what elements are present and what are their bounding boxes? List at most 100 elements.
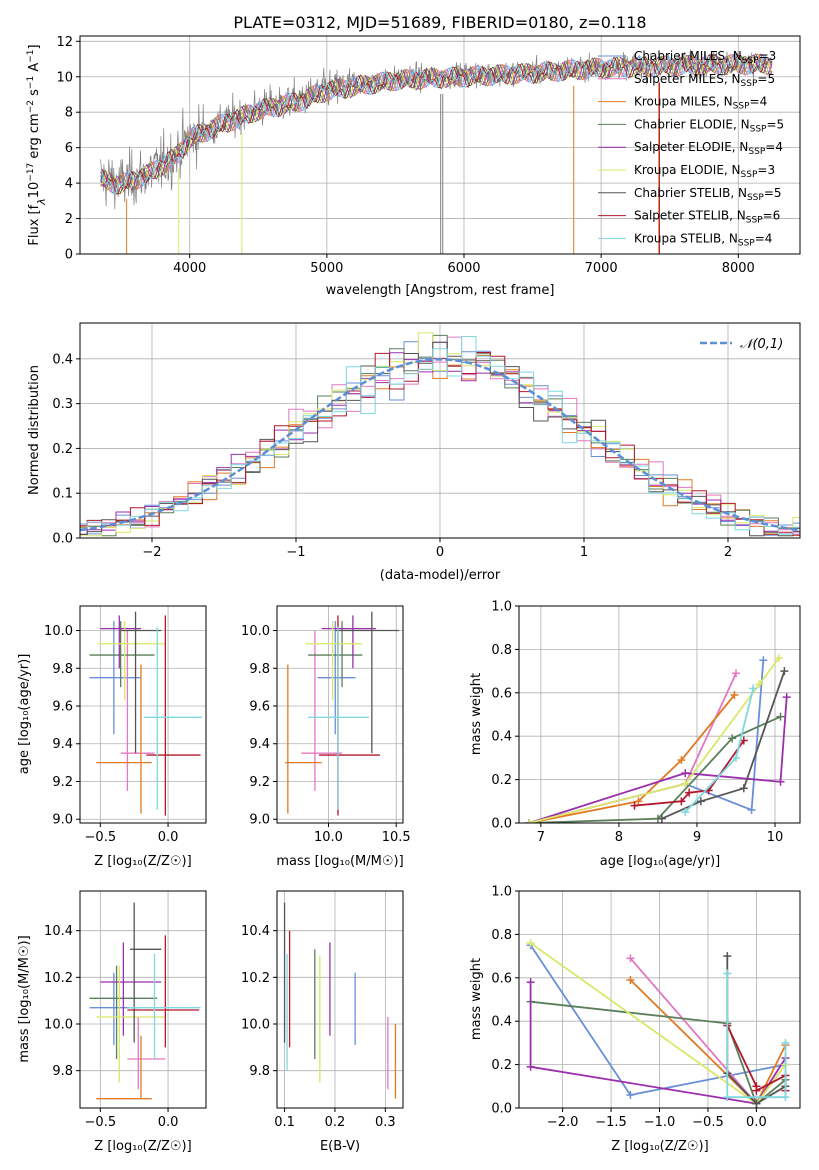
legend-label-sub: SSP <box>741 170 758 180</box>
legend-label-rest: =5 <box>757 72 775 86</box>
spectrum-title: PLATE=0312, MJD=51689, FIBERID=0180, z=0… <box>233 13 646 32</box>
legend-label-sub: SSP <box>738 238 755 248</box>
spectrum-frame <box>79 35 801 255</box>
legend-label-main: Kroupa MILES, N <box>634 95 733 109</box>
legend-label-sub: SSP <box>747 193 764 203</box>
weight-line-kroupa-stelib <box>726 973 787 1099</box>
y-tick-label: 0.4 <box>491 1015 512 1030</box>
y-tick-label: 9.8 <box>52 662 73 677</box>
y-tick-label: 0 <box>65 248 73 263</box>
legend-label-sub: SSP <box>750 124 767 134</box>
legend-label-main: Kroupa ELODIE, N <box>634 163 741 177</box>
legend-label: Salpeter ELODIE, NSSP=4 <box>634 140 783 157</box>
x-tick-label: 7 <box>537 830 545 845</box>
legend-label-main: Salpeter MILES, N <box>634 72 741 86</box>
legend-label-sub: SSP <box>746 216 763 226</box>
age-vs-z-xlabel: Z [log₁₀(Z/Z☉)] <box>94 854 191 869</box>
legend-label: Chabrier ELODIE, NSSP=5 <box>634 117 784 134</box>
y-tick-label: 4 <box>65 177 73 192</box>
legend-label: Chabrier STELIB, NSSP=5 <box>634 186 782 203</box>
y-tick-label: 9.2 <box>249 775 270 790</box>
y-tick-label: 9.8 <box>52 1064 73 1079</box>
y-tick-label: 0.3 <box>52 397 73 412</box>
x-tick-label: −2 <box>142 545 161 560</box>
y-tick-label: 9.8 <box>249 1064 270 1079</box>
x-tick-label: 8000 <box>722 261 755 276</box>
spectrum-xlabel: wavelength [Angstrom, rest frame] <box>326 283 555 298</box>
legend-label-rest: =5 <box>766 117 784 131</box>
weight-line-salpeter-elodie <box>528 697 788 823</box>
weight-vs-age-panel: 7 8 9 10 0.0 0.2 0.4 0.6 0.8 1.0 age [log₁₀(age/y… <box>469 600 801 869</box>
y-tick-label: 9.0 <box>52 813 73 828</box>
x-tick-label: 4000 <box>173 261 206 276</box>
legend-label: Salpeter MILES, NSSP=5 <box>634 72 775 89</box>
legend-label-rest: =4 <box>750 95 768 109</box>
spectrum-ylabel: Flux [fλ10−17 erg cm−2 s−1 A−1] <box>26 44 48 245</box>
y-tick-label: 0.2 <box>491 773 512 788</box>
x-tick-label: 10.5 <box>382 830 411 845</box>
residual-legend: 𝒩(0,1) <box>700 337 783 352</box>
age-vs-mass-frame <box>276 605 404 824</box>
model-spectrum-line-kroupa-stelib <box>100 53 773 195</box>
residual-panel: −2 −1 0 1 2 0.0 0.1 0.2 0.3 0.4 (data-model)/erro… <box>27 322 801 583</box>
y-tick-label: 0.6 <box>491 971 512 986</box>
y-tick-label: 8 <box>65 106 73 121</box>
mass-vs-ebv-panel: 0.1 0.2 0.3 9.8 10.0 10.2 10.4 E(B-V) <box>241 890 404 1154</box>
weight-vs-age-ylabel: mass weight <box>469 673 484 755</box>
age-vs-z-frame <box>79 605 207 824</box>
legend-label-main: Chabrier STELIB, N <box>634 186 747 200</box>
y-tick-label: 10.2 <box>241 971 270 986</box>
y-tick-label: 10.0 <box>241 624 270 639</box>
y-tick-label: 10.2 <box>44 971 73 986</box>
y-tick-label: 10.0 <box>44 1018 73 1033</box>
residual-ylabel: Normed distribution <box>27 365 42 495</box>
y-tick-label: 0.2 <box>52 442 73 457</box>
y-tick-label: 12 <box>56 35 73 50</box>
y-tick-label: 9.6 <box>52 700 73 715</box>
gaussian-legend-label: 𝒩(0,1) <box>740 337 783 352</box>
y-tick-label: 0.1 <box>52 487 73 502</box>
y-tick-label: 9.6 <box>249 700 270 715</box>
x-tick-label: −0.5 <box>85 1115 117 1130</box>
x-tick-label: 0.3 <box>375 1115 396 1130</box>
x-tick-label: 1 <box>580 545 588 560</box>
model-spectrum-line-kroupa-miles <box>100 53 773 191</box>
mass-vs-ebv-frame <box>276 890 404 1109</box>
x-tick-label: 2 <box>724 545 732 560</box>
legend-label-rest: =3 <box>757 163 775 177</box>
x-tick-label: 10 <box>767 830 784 845</box>
legend-label-main: Salpeter STELIB, N <box>634 209 746 223</box>
y-tick-label: 10.0 <box>241 1018 270 1033</box>
legend-label-sub: SSP <box>742 56 759 66</box>
x-tick-label: −2.0 <box>547 1115 579 1130</box>
y-tick-label: 0.6 <box>491 686 512 701</box>
x-tick-label: 7000 <box>585 261 618 276</box>
x-tick-label: −1.5 <box>595 1115 627 1130</box>
x-tick-label: 0.0 <box>158 1115 179 1130</box>
legend-label-main: Chabrier MILES, N <box>634 49 742 63</box>
x-tick-label: −0.5 <box>692 1115 724 1130</box>
y-tick-label: 0.8 <box>491 643 512 658</box>
y-tick-label: 2 <box>65 212 73 227</box>
legend-label: Kroupa ELODIE, NSSP=3 <box>634 163 775 180</box>
y-tick-label: 10 <box>56 70 73 85</box>
weight-vs-age-xlabel: age [log₁₀(age/yr)] <box>600 854 721 869</box>
y-tick-label: 9.8 <box>249 662 270 677</box>
age-vs-z-panel: −0.5 0.0 9.0 9.2 9.4 9.6 9.8 10.0 Z [log₁₀(Z/Z☉… <box>17 605 207 869</box>
y-tick-label: 10.4 <box>241 924 270 939</box>
legend-label-sub: SSP <box>733 102 750 112</box>
y-tick-label: 0.2 <box>491 1058 512 1073</box>
y-tick-label: 0.0 <box>52 532 73 547</box>
model-spectrum-line-chabrier-elodie <box>100 53 773 190</box>
model-spectrum-line-chabrier-stelib <box>100 53 773 194</box>
weight-line-chabrier-stelib <box>661 670 786 820</box>
gaussian-curve <box>80 358 800 532</box>
x-tick-label: 10.0 <box>314 830 343 845</box>
x-tick-label: 0.0 <box>158 830 179 845</box>
y-tick-label: 9.4 <box>249 737 270 752</box>
age-vs-z-ylabel: age [log₁₀(age/yr)] <box>17 654 32 775</box>
legend-label-main: Chabrier ELODIE, N <box>634 117 750 131</box>
y-tick-label: 9.0 <box>249 813 270 828</box>
y-tick-label: 1.0 <box>491 600 512 615</box>
